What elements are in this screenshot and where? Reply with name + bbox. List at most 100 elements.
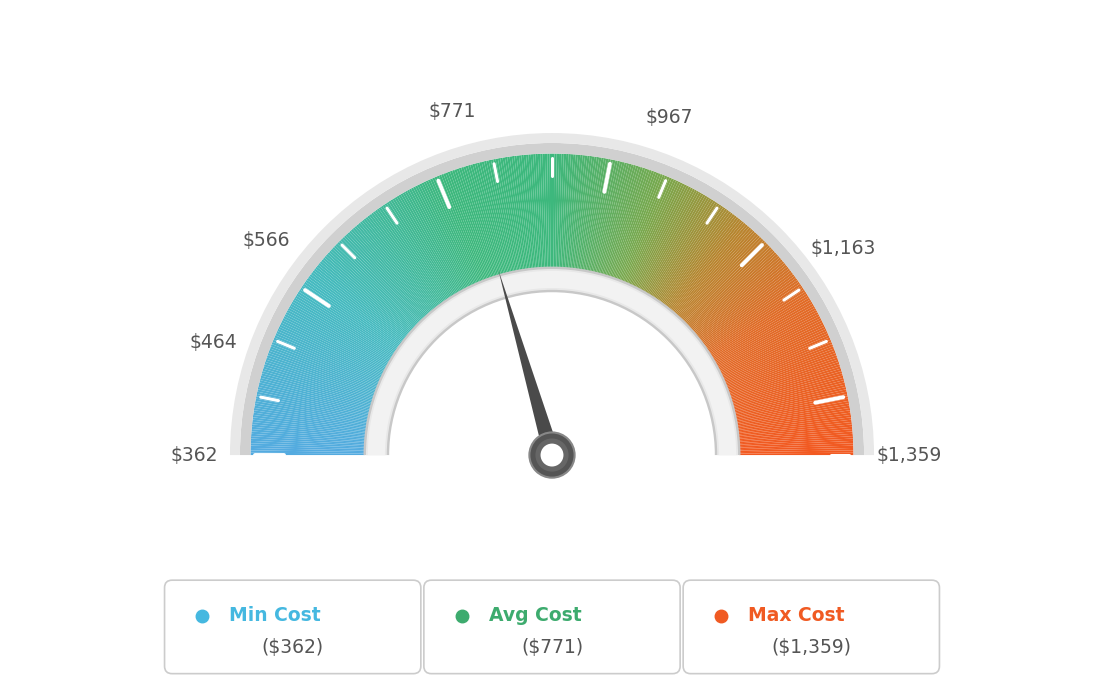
Wedge shape (254, 411, 368, 428)
Text: Min Cost: Min Cost (230, 607, 321, 625)
Wedge shape (736, 403, 849, 424)
Wedge shape (690, 252, 776, 331)
Wedge shape (545, 154, 549, 268)
Wedge shape (730, 364, 840, 400)
Wedge shape (707, 286, 803, 351)
Wedge shape (603, 165, 636, 275)
Wedge shape (264, 364, 374, 400)
Wedge shape (352, 227, 429, 315)
Wedge shape (273, 339, 380, 385)
Wedge shape (293, 299, 392, 360)
Wedge shape (575, 156, 592, 270)
Wedge shape (715, 310, 817, 366)
Wedge shape (329, 250, 415, 329)
Wedge shape (337, 242, 420, 324)
Wedge shape (681, 237, 762, 321)
Wedge shape (348, 232, 426, 318)
Wedge shape (640, 190, 698, 291)
Wedge shape (251, 436, 365, 445)
Wedge shape (633, 184, 684, 287)
Wedge shape (702, 276, 796, 345)
Wedge shape (700, 270, 792, 342)
Wedge shape (669, 219, 742, 310)
Wedge shape (683, 240, 765, 323)
Wedge shape (736, 411, 850, 428)
Wedge shape (362, 219, 435, 310)
Wedge shape (466, 166, 500, 276)
Wedge shape (577, 156, 594, 270)
Text: $362: $362 (171, 446, 219, 464)
Wedge shape (500, 157, 521, 271)
Wedge shape (294, 297, 393, 359)
Wedge shape (267, 353, 376, 393)
Wedge shape (692, 256, 779, 333)
Wedge shape (302, 284, 399, 350)
Wedge shape (257, 392, 369, 417)
Wedge shape (607, 167, 643, 277)
Wedge shape (630, 181, 680, 286)
Wedge shape (566, 155, 578, 269)
Wedge shape (699, 268, 790, 340)
Wedge shape (314, 268, 405, 340)
Wedge shape (436, 175, 481, 282)
Wedge shape (735, 399, 849, 422)
Wedge shape (658, 207, 725, 302)
Wedge shape (300, 288, 396, 353)
Wedge shape (734, 387, 847, 414)
Wedge shape (403, 192, 460, 293)
Wedge shape (617, 172, 659, 280)
Wedge shape (415, 186, 468, 288)
Wedge shape (317, 265, 407, 338)
Wedge shape (322, 257, 411, 334)
Wedge shape (279, 324, 383, 375)
Wedge shape (709, 291, 807, 355)
Wedge shape (606, 166, 640, 277)
Wedge shape (263, 368, 373, 403)
Wedge shape (413, 186, 467, 289)
Wedge shape (309, 274, 403, 344)
Wedge shape (470, 164, 502, 275)
Wedge shape (609, 168, 647, 277)
Wedge shape (384, 203, 449, 299)
Wedge shape (647, 195, 708, 295)
Wedge shape (320, 261, 408, 336)
Wedge shape (340, 239, 422, 322)
Wedge shape (373, 211, 442, 305)
Wedge shape (433, 177, 479, 284)
Wedge shape (523, 155, 535, 269)
Wedge shape (725, 342, 832, 386)
Wedge shape (739, 429, 852, 440)
Wedge shape (739, 434, 853, 443)
Text: $1,359: $1,359 (877, 446, 942, 464)
Wedge shape (440, 174, 485, 282)
Wedge shape (726, 348, 835, 391)
Wedge shape (258, 382, 371, 411)
Wedge shape (498, 158, 520, 271)
Wedge shape (455, 169, 492, 278)
Wedge shape (593, 161, 620, 273)
Wedge shape (507, 157, 526, 270)
Wedge shape (596, 162, 625, 274)
Wedge shape (719, 320, 822, 373)
Wedge shape (526, 155, 538, 269)
Wedge shape (704, 279, 798, 348)
Wedge shape (276, 331, 382, 380)
Wedge shape (251, 453, 365, 455)
Wedge shape (739, 453, 853, 455)
Wedge shape (696, 263, 786, 337)
Wedge shape (552, 154, 554, 268)
Wedge shape (326, 254, 413, 331)
Wedge shape (251, 434, 365, 443)
Wedge shape (649, 198, 712, 297)
Wedge shape (251, 446, 365, 451)
Wedge shape (726, 346, 834, 389)
Wedge shape (732, 371, 842, 404)
Wedge shape (285, 314, 386, 369)
Wedge shape (307, 278, 401, 346)
Wedge shape (318, 263, 408, 337)
Wedge shape (592, 160, 618, 273)
Wedge shape (343, 235, 424, 319)
Wedge shape (562, 154, 571, 268)
Wedge shape (453, 170, 491, 279)
Wedge shape (697, 265, 787, 338)
